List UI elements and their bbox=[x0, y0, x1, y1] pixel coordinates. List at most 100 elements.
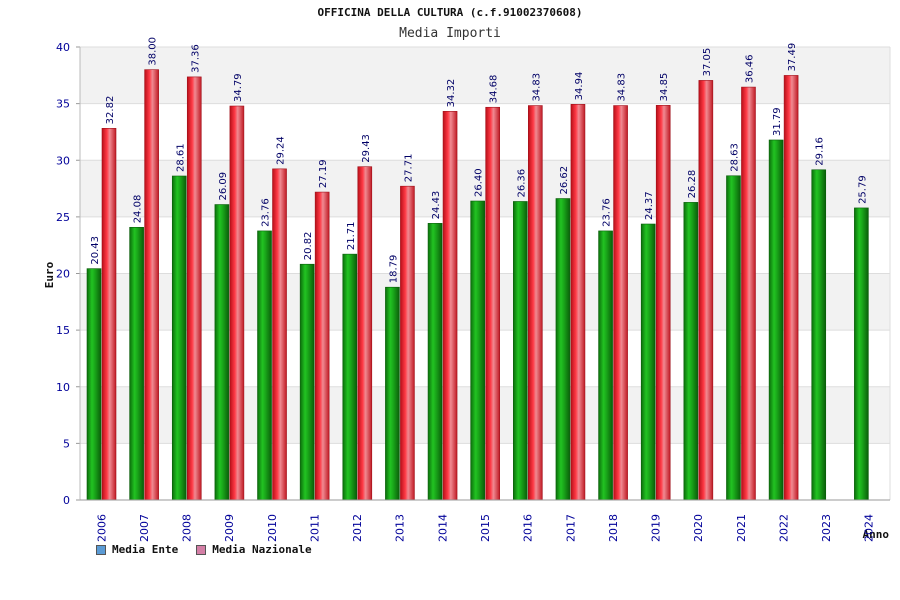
data-label: 38.00 bbox=[148, 37, 159, 66]
data-label: 34.68 bbox=[489, 75, 500, 104]
data-label: 26.36 bbox=[516, 169, 527, 198]
data-label: 23.76 bbox=[602, 198, 613, 227]
legend-swatch-nazionale bbox=[196, 544, 207, 555]
x-tick-label: 2017 bbox=[564, 514, 577, 542]
data-label: 26.40 bbox=[474, 168, 485, 197]
x-tick-label: 2024 bbox=[863, 514, 876, 542]
bar-media-ente bbox=[129, 226, 144, 501]
bar-media-ente bbox=[513, 201, 528, 501]
bar-media-nazionale bbox=[698, 80, 714, 501]
x-tick-label: 2021 bbox=[735, 514, 748, 542]
data-label: 24.08 bbox=[133, 195, 144, 224]
bar-media-nazionale bbox=[783, 75, 799, 501]
y-tick-label: 10 bbox=[56, 381, 70, 394]
bars bbox=[86, 69, 869, 501]
bar-media-ente bbox=[470, 200, 485, 501]
x-tick-label: 2016 bbox=[522, 514, 535, 542]
bar-media-nazionale bbox=[442, 111, 458, 501]
bar-media-ente bbox=[811, 169, 827, 501]
bar-media-ente bbox=[214, 204, 230, 501]
data-label: 26.28 bbox=[687, 170, 698, 199]
chart-subtitle: Media Importi bbox=[399, 26, 501, 41]
y-tick-label: 0 bbox=[63, 494, 70, 507]
bar-media-nazionale bbox=[186, 76, 202, 501]
bar-media-nazionale bbox=[655, 105, 671, 501]
data-label: 32.82 bbox=[105, 96, 116, 125]
data-label: 26.09 bbox=[218, 172, 229, 201]
bar-media-nazionale bbox=[229, 105, 245, 501]
data-label: 23.76 bbox=[261, 198, 272, 227]
bar-media-ente bbox=[768, 139, 784, 501]
x-tick-label: 2015 bbox=[479, 514, 492, 542]
y-tick-label: 35 bbox=[56, 98, 70, 111]
bar-media-nazionale bbox=[357, 166, 373, 501]
bar-media-ente bbox=[598, 230, 613, 501]
data-label: 20.82 bbox=[303, 232, 314, 261]
legend: Media Ente Media Nazionale bbox=[96, 543, 312, 556]
bar-media-nazionale bbox=[101, 128, 117, 501]
x-tick-label: 2023 bbox=[820, 514, 833, 542]
x-tick-label: 2006 bbox=[95, 514, 108, 542]
data-label: 34.83 bbox=[531, 73, 542, 102]
bar-media-ente bbox=[299, 263, 315, 501]
y-tick-label: 20 bbox=[56, 268, 70, 281]
x-tick-label: 2018 bbox=[607, 514, 620, 542]
data-label: 28.61 bbox=[175, 143, 186, 172]
bar-media-ente bbox=[257, 230, 272, 501]
bar-media-ente bbox=[427, 223, 443, 501]
x-tick-label: 2019 bbox=[650, 514, 663, 542]
labels: 0 5 10 15 20 25 30 35 40 Euro Anno 2006 20.43 32.82 20… bbox=[43, 37, 889, 542]
bar-media-nazionale bbox=[613, 105, 628, 501]
data-label: 34.79 bbox=[233, 73, 244, 102]
data-label: 31.79 bbox=[772, 107, 783, 136]
legend-label-ente: Media Ente bbox=[112, 543, 179, 556]
data-label: 34.85 bbox=[659, 73, 670, 102]
data-label: 34.32 bbox=[446, 79, 457, 108]
data-label: 34.94 bbox=[574, 72, 585, 101]
bar-media-ente bbox=[683, 202, 699, 501]
x-axis-title: Anno bbox=[863, 528, 890, 541]
bar-media-nazionale bbox=[570, 104, 586, 501]
legend-item-ente: Media Ente bbox=[96, 543, 178, 556]
x-tick-label: 2013 bbox=[394, 514, 407, 542]
data-label: 28.63 bbox=[729, 143, 740, 172]
x-tick-label: 2008 bbox=[181, 514, 194, 542]
data-label: 29.16 bbox=[815, 137, 826, 166]
x-tick-label: 2011 bbox=[308, 514, 321, 542]
legend-swatch-ente bbox=[96, 544, 106, 555]
bar-media-ente bbox=[726, 175, 741, 501]
bar-media-nazionale bbox=[314, 191, 330, 501]
chart-title: OFFICINA DELLA CULTURA (c.f.91002370608) bbox=[317, 6, 583, 19]
bar-media-nazionale bbox=[528, 105, 543, 501]
x-tick-label: 2007 bbox=[138, 514, 151, 542]
x-tick-label: 2020 bbox=[692, 514, 705, 542]
bar-media-nazionale bbox=[485, 106, 500, 501]
y-axis-title: Euro bbox=[43, 261, 56, 288]
bar-media-nazionale bbox=[272, 168, 287, 501]
y-tick-label: 30 bbox=[56, 154, 70, 167]
data-label: 20.43 bbox=[90, 236, 101, 265]
data-label: 26.62 bbox=[559, 166, 570, 195]
bar-media-nazionale bbox=[400, 185, 415, 501]
x-tick-label: 2022 bbox=[777, 514, 790, 542]
bar-media-ente bbox=[555, 198, 571, 501]
x-tick-label: 2014 bbox=[436, 514, 449, 542]
data-label: 24.37 bbox=[644, 191, 655, 220]
bar-media-nazionale bbox=[144, 69, 159, 501]
data-label: 29.43 bbox=[361, 134, 372, 163]
bar-media-nazionale bbox=[741, 86, 756, 501]
data-label: 36.46 bbox=[744, 54, 755, 83]
data-label: 21.71 bbox=[346, 221, 357, 250]
data-label: 37.05 bbox=[702, 48, 713, 77]
data-label: 25.79 bbox=[857, 175, 868, 204]
bar-media-ente bbox=[854, 207, 869, 501]
bar-media-ente bbox=[171, 175, 187, 501]
bar-media-ente bbox=[385, 286, 400, 501]
data-label: 27.71 bbox=[403, 154, 414, 183]
axes bbox=[76, 46, 891, 501]
data-label: 29.24 bbox=[276, 136, 287, 165]
x-tick-label: 2009 bbox=[223, 514, 236, 542]
data-label: 18.79 bbox=[388, 255, 399, 284]
bar-media-ente bbox=[640, 223, 656, 501]
y-tick-label: 15 bbox=[56, 324, 70, 337]
